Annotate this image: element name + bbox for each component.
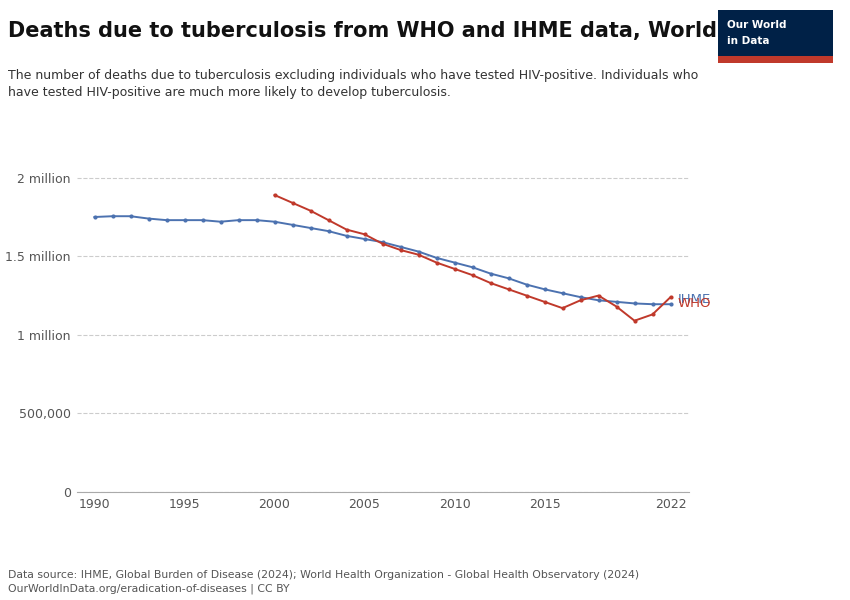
- Text: Our World: Our World: [728, 20, 787, 30]
- Text: The number of deaths due to tuberculosis excluding individuals who have tested H: The number of deaths due to tuberculosis…: [8, 69, 699, 99]
- Text: IHME: IHME: [677, 293, 711, 306]
- Text: Data source: IHME, Global Burden of Disease (2024); World Health Organization - : Data source: IHME, Global Burden of Dise…: [8, 569, 639, 594]
- FancyBboxPatch shape: [718, 56, 833, 63]
- FancyBboxPatch shape: [718, 10, 833, 63]
- Text: in Data: in Data: [728, 36, 770, 46]
- Text: Deaths due to tuberculosis from WHO and IHME data, World: Deaths due to tuberculosis from WHO and …: [8, 21, 717, 41]
- Text: WHO: WHO: [677, 297, 711, 310]
